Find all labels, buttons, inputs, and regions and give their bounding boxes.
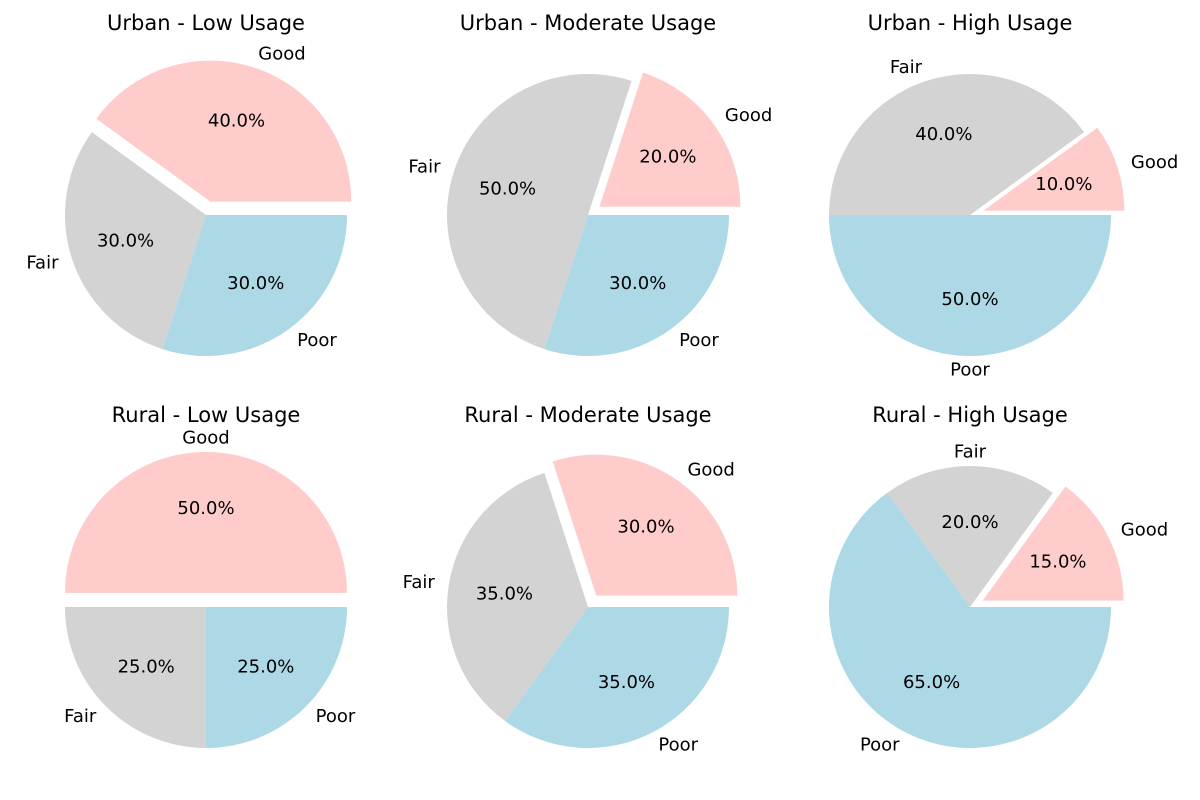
pie-category-label: Poor	[679, 330, 719, 351]
pie-slice-good	[552, 454, 738, 596]
pie-panel-rural-low: 50.0% Good 25.0% Fair 25.0% Poor Rural - Low U…	[64, 403, 356, 748]
pie-slice-poor	[544, 215, 729, 357]
pie-percent-label: 30.0%	[227, 273, 284, 294]
pie-category-label: Fair	[26, 252, 59, 273]
pie-category-label: Good	[258, 44, 305, 65]
pie-percent-label: 30.0%	[97, 231, 154, 252]
pie-slice-good	[65, 451, 347, 593]
pie-slice-good	[983, 127, 1125, 211]
pie-category-label: Good	[182, 427, 229, 448]
chart-title: Rural - Moderate Usage	[464, 403, 711, 427]
pie-panel-rural-moderate: 30.0% Good 35.0% Fair 35.0% Poor Rural - Moder…	[403, 403, 738, 756]
pie-category-label: Poor	[860, 735, 900, 756]
chart-title: Rural - High Usage	[872, 403, 1068, 427]
pie-slice-fair	[64, 132, 206, 350]
pie-slice-fair	[887, 466, 1053, 607]
pie-slice-poor	[206, 607, 347, 748]
pie-slice-good	[982, 486, 1124, 601]
pie-category-label: Fair	[403, 572, 436, 593]
chart-title: Urban - Low Usage	[107, 11, 305, 35]
pie-slice-fair	[446, 472, 588, 722]
pie-percent-label: 50.0%	[177, 498, 234, 519]
pie-panel-rural-high: 15.0% Good 20.0% Fair 65.0% Poor Rural - High …	[829, 403, 1168, 756]
pie-percent-label: 15.0%	[1029, 552, 1086, 573]
pie-panel-urban-low: 40.0% Good 30.0% Fair 30.0% Poor Urban - Low U…	[26, 11, 352, 357]
pie-slice-poor	[162, 215, 347, 357]
pie-category-label: Poor	[950, 360, 990, 381]
pie-slice-fair	[65, 607, 206, 748]
chart-title: Urban - High Usage	[868, 11, 1073, 35]
pie-category-label: Fair	[408, 157, 441, 178]
pie-percent-label: 35.0%	[476, 583, 533, 604]
pie-percent-label: 50.0%	[941, 289, 998, 310]
pie-percent-label: 25.0%	[237, 656, 294, 677]
pie-percent-label: 20.0%	[639, 146, 696, 167]
pie-category-label: Poor	[658, 735, 698, 756]
pie-slice-fair	[829, 73, 1085, 215]
pie-slice-fair	[447, 74, 632, 350]
pie-category-label: Fair	[890, 57, 923, 78]
pie-percent-label: 10.0%	[1035, 174, 1092, 195]
pie-percent-label: 50.0%	[479, 178, 536, 199]
pie-percent-label: 30.0%	[617, 517, 674, 538]
pie-category-label: Good	[725, 105, 772, 126]
pie-slice-poor	[505, 607, 729, 748]
pie-percent-label: 20.0%	[941, 512, 998, 533]
pie-category-label: Poor	[297, 330, 337, 351]
pie-category-label: Good	[687, 460, 734, 481]
pie-category-label: Good	[1121, 520, 1168, 541]
pie-category-label: Poor	[316, 706, 356, 727]
pie-percent-label: 65.0%	[903, 672, 960, 693]
pie-slice-poor	[829, 492, 1111, 748]
pie-percent-label: 40.0%	[915, 124, 972, 145]
pie-category-label: Good	[1131, 152, 1178, 173]
pie-slice-good	[96, 60, 352, 202]
chart-title: Rural - Low Usage	[112, 403, 301, 427]
pie-percent-label: 40.0%	[208, 111, 265, 132]
pie-percent-label: 30.0%	[609, 273, 666, 294]
pie-slice-good	[599, 72, 741, 207]
pie-category-label: Fair	[954, 441, 987, 462]
pie-percent-label: 25.0%	[118, 656, 175, 677]
pie-panel-urban-moderate: 20.0% Good 50.0% Fair 30.0% Poor Urban - Moder…	[408, 11, 772, 357]
chart-title: Urban - Moderate Usage	[460, 11, 716, 35]
pie-panel-urban-high: 10.0% Good 40.0% Fair 50.0% Poor Urban - High …	[829, 11, 1178, 381]
pie-percent-label: 35.0%	[598, 672, 655, 693]
pie-slice-poor	[829, 215, 1111, 356]
pie-category-label: Fair	[64, 706, 97, 727]
